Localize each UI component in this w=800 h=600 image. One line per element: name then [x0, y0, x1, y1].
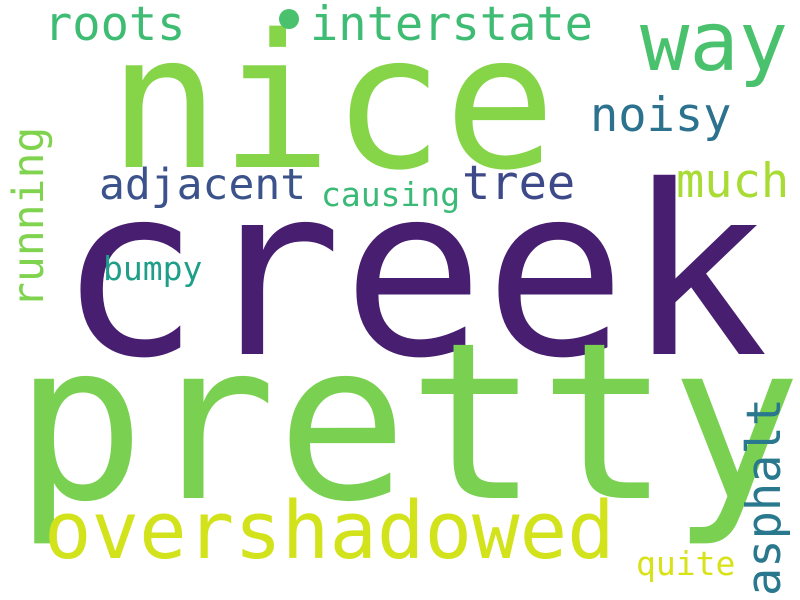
- dot-mark: [279, 9, 299, 29]
- word-much: much: [676, 154, 790, 209]
- word-roots: roots: [44, 0, 186, 52]
- word-adjacent: adjacent: [99, 160, 307, 210]
- word-overshadowed: overshadowed: [44, 485, 615, 577]
- word-pretty: pretty: [14, 297, 800, 550]
- word-causing: causing: [321, 175, 461, 214]
- word-way: way: [640, 0, 789, 90]
- word-bumpy: bumpy: [103, 249, 203, 288]
- word-quite: quite: [636, 544, 736, 583]
- word-tree: tree: [462, 156, 576, 211]
- word-asphalt: asphalt: [737, 397, 792, 596]
- word-noisy: noisy: [590, 88, 732, 143]
- word-creek: creek: [58, 135, 769, 410]
- word-running: running: [4, 126, 54, 308]
- word-interstate: interstate: [310, 0, 593, 52]
- word-nice: nice: [108, 0, 556, 211]
